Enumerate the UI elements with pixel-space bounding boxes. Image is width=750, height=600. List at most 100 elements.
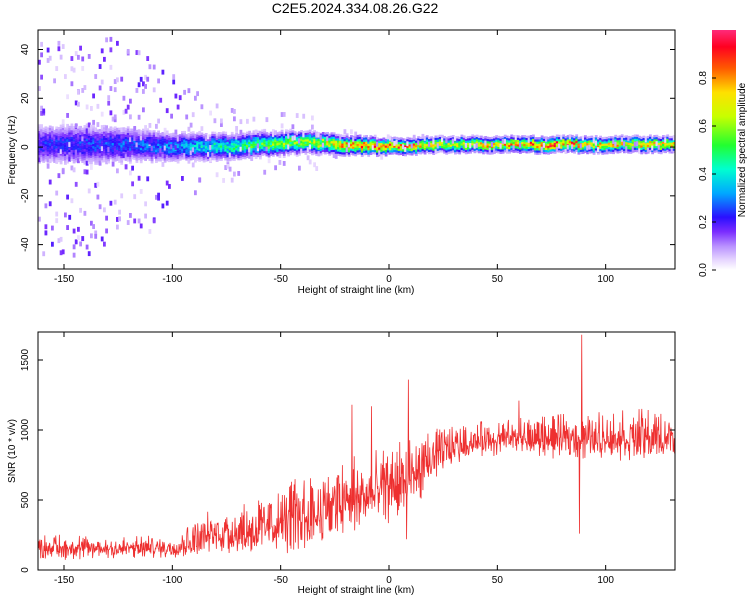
spectrogram-cell	[113, 139, 117, 142]
spectrogram-cell	[116, 154, 119, 157]
spectrogram-cell	[204, 141, 208, 145]
spectrogram-cell	[61, 147, 65, 150]
spectrogram-cell	[55, 128, 59, 131]
spectrogram-cell	[610, 151, 613, 154]
spectrogram-cell	[334, 147, 338, 150]
spectrogram-cell	[562, 138, 566, 142]
spectrogram-cell	[44, 137, 48, 140]
spectrogram-cell	[85, 154, 89, 157]
spectrogram-cell	[402, 153, 405, 157]
spectrogram-cell	[566, 141, 570, 145]
spectrogram-cell	[354, 149, 358, 152]
colorbar-tick-label: 0.6	[698, 119, 709, 133]
spectrogram-cell	[363, 137, 366, 140]
spectrogram-cell	[575, 143, 579, 146]
spectrogram-cell	[408, 137, 412, 140]
spectrogram-cell	[289, 139, 293, 143]
spectrogram-cell	[59, 129, 63, 132]
spectrogram-cell	[649, 138, 652, 142]
spectrogram-cell	[456, 140, 459, 143]
spectrogram-cell	[68, 139, 72, 142]
spectrogram-cell	[72, 228, 76, 234]
spectrogram-cell	[415, 142, 418, 146]
spectrogram-cell	[586, 151, 589, 155]
spectrogram-cell	[287, 138, 290, 142]
spectrogram-cell	[636, 139, 639, 142]
spectrogram-cell	[107, 161, 111, 164]
spectrogram-cell	[631, 139, 635, 142]
spectrogram-cell	[352, 136, 355, 142]
spectrogram-cell	[59, 54, 63, 60]
spectrogram-cell	[436, 150, 440, 154]
spectrogram-cell	[209, 141, 212, 144]
spectrogram-cell	[254, 147, 258, 151]
spectrogram-cell	[79, 150, 82, 153]
spectrogram-cell	[380, 149, 384, 152]
spectrogram-cell	[126, 104, 130, 110]
spectrogram-cell	[356, 134, 360, 138]
spectrogram-cell	[42, 149, 46, 152]
spectrogram-cell	[96, 155, 100, 159]
spectrogram-cell	[191, 133, 195, 136]
spectrogram-cell	[239, 146, 243, 152]
spectrogram-cell	[594, 139, 598, 142]
spectrogram-cell	[367, 154, 371, 157]
spectrogram-cell	[334, 136, 338, 139]
spectrogram-cell	[189, 147, 193, 150]
spectrogram-cell	[98, 153, 102, 156]
spectrogram-cell	[87, 122, 91, 128]
spectrogram-cell	[135, 151, 139, 155]
spectrogram-cell	[568, 138, 572, 142]
spectrogram-cell	[267, 148, 271, 151]
spectrogram-cell	[217, 154, 221, 157]
spectrogram-cell	[672, 148, 675, 151]
spectrogram-cell	[363, 152, 366, 156]
spectrogram-cell	[181, 131, 184, 134]
spectrogram-cell	[620, 134, 624, 137]
spectrogram-cell	[96, 122, 100, 127]
spectrogram-cell	[239, 138, 243, 141]
spectrogram-cell	[120, 147, 124, 150]
spectrogram-cell	[378, 145, 381, 148]
spectrogram-cell	[415, 149, 418, 152]
spectrogram-cell	[146, 154, 150, 157]
spectrogram-cell	[200, 141, 204, 144]
spectrogram-cell	[230, 145, 234, 148]
spectrogram-cell	[605, 143, 609, 146]
spectrogram-cell	[399, 146, 403, 149]
spectrogram-cell	[592, 137, 596, 140]
spectrogram-cell	[70, 145, 74, 148]
spectrogram-cell	[575, 149, 579, 153]
spectrogram-cell	[53, 145, 56, 148]
spectrogram-cell	[90, 146, 93, 150]
spectrogram-cell	[263, 146, 267, 149]
spectrogram-cell	[46, 157, 50, 162]
spectrogram-cell	[68, 125, 72, 129]
spectrogram-cell	[92, 159, 95, 162]
spectrogram-cell	[276, 147, 280, 150]
x-tick-label: 50	[492, 575, 504, 586]
spectrogram-cell	[597, 147, 600, 153]
spectrogram-cell	[278, 160, 282, 165]
spectrogram-cell	[217, 158, 221, 161]
spectrogram-cell	[423, 143, 427, 146]
spectrogram-cell	[653, 148, 657, 151]
spectrogram-cell	[220, 145, 223, 148]
spectrogram-cell	[432, 137, 436, 140]
spectrogram-cell	[640, 152, 644, 155]
colorbar-tick-label: 0.4	[698, 167, 709, 181]
spectrogram-cell	[228, 134, 232, 138]
spectrogram-cell	[610, 138, 613, 141]
spectrogram-cell	[189, 158, 193, 161]
spectrogram-cell	[425, 150, 429, 153]
spectrogram-cell	[265, 145, 269, 148]
spectrogram-cell	[295, 143, 299, 146]
spectrogram-cell	[252, 134, 256, 138]
spectrogram-cell	[98, 85, 102, 91]
spectrogram-cell	[449, 146, 453, 150]
spectrogram-cell	[248, 143, 251, 147]
spectrogram-cell	[109, 141, 113, 145]
spectrogram-cell	[525, 148, 529, 152]
spectrogram-cell	[486, 152, 490, 155]
spectrogram-cell	[103, 241, 106, 247]
